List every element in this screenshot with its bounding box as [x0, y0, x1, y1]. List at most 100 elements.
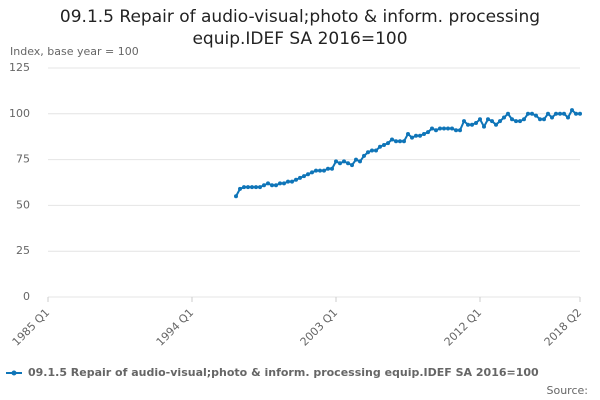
data-point [570, 108, 574, 113]
legend-marker [11, 370, 17, 376]
data-point [538, 117, 542, 122]
data-point [522, 117, 526, 122]
data-point [350, 163, 354, 168]
data-point [510, 117, 514, 122]
data-point [278, 181, 282, 186]
data-point [402, 139, 406, 144]
data-point [290, 179, 294, 184]
data-point [526, 111, 530, 116]
data-point [502, 115, 506, 120]
y-tick-label: 25 [16, 244, 30, 257]
x-tick-label: 1985 Q1 [10, 306, 53, 349]
data-point [434, 128, 438, 133]
data-point [234, 194, 238, 199]
data-point [490, 119, 494, 124]
data-point [302, 174, 306, 179]
data-point [550, 115, 554, 120]
data-point [470, 122, 474, 127]
y-tick-label: 125 [9, 61, 30, 74]
x-tick-label: 2018 Q2 [542, 306, 585, 349]
data-point [322, 168, 326, 173]
data-point [378, 144, 382, 149]
data-point [566, 115, 570, 120]
data-point [462, 119, 466, 124]
data-point [466, 122, 470, 127]
data-point [370, 148, 374, 153]
data-point [346, 161, 350, 166]
data-point [274, 183, 278, 188]
data-point [486, 117, 490, 122]
x-tick-label: 2003 Q1 [298, 306, 341, 349]
data-point [238, 186, 242, 191]
data-point [442, 126, 446, 131]
data-point [562, 111, 566, 116]
data-point [558, 111, 562, 116]
data-point [258, 185, 262, 190]
y-tick-label: 50 [16, 198, 30, 211]
data-point [298, 175, 302, 180]
data-point [246, 185, 250, 190]
data-point [386, 141, 390, 146]
data-point [446, 126, 450, 131]
data-point [398, 139, 402, 144]
data-point [458, 128, 462, 133]
data-point [518, 119, 522, 124]
data-point [282, 181, 286, 186]
data-point [330, 166, 334, 171]
source: Source: [547, 384, 589, 397]
data-point [414, 133, 418, 138]
data-point [454, 128, 458, 133]
data-point [342, 159, 346, 164]
data-point [574, 111, 578, 116]
data-point [242, 185, 246, 190]
data-point [514, 119, 518, 124]
data-point [578, 111, 582, 116]
data-point [366, 150, 370, 155]
data-point [338, 161, 342, 166]
data-point [354, 157, 358, 162]
data-point [250, 185, 254, 190]
data-point [430, 126, 434, 131]
data-point [554, 111, 558, 116]
data-point [294, 177, 298, 182]
data-point [534, 113, 538, 118]
data-point [318, 168, 322, 173]
data-point [494, 122, 498, 127]
data-point [314, 168, 318, 173]
data-point [306, 172, 310, 177]
data-point [438, 126, 442, 131]
data-point [262, 183, 266, 188]
data-point [326, 166, 330, 171]
data-point [310, 170, 314, 175]
data-point [530, 111, 534, 116]
y-tick-label: 100 [9, 107, 30, 120]
data-point [270, 183, 274, 188]
data-point [254, 185, 258, 190]
data-point [478, 117, 482, 122]
data-point [474, 120, 478, 125]
data-point [482, 124, 486, 129]
data-point [362, 153, 366, 158]
data-point [358, 159, 362, 164]
data-point [506, 111, 510, 116]
data-point [498, 119, 502, 124]
y-tick-label: 75 [16, 153, 30, 166]
y-tick-label: 0 [23, 290, 30, 303]
chart-title: 09.1.5 Repair of audio-visual;photo & in… [59, 7, 541, 49]
data-point [390, 137, 394, 142]
x-tick-label: 2012 Q1 [442, 306, 485, 349]
data-point [542, 117, 546, 122]
data-point [546, 111, 550, 116]
data-point [382, 142, 386, 147]
data-point [450, 126, 454, 131]
data-point [406, 131, 410, 136]
data-point [426, 130, 430, 135]
data-point [286, 179, 290, 184]
legend-label: 09.1.5 Repair of audio-visual;photo & in… [28, 366, 539, 379]
data-point [334, 159, 338, 164]
data-point [266, 181, 270, 186]
data-point [394, 139, 398, 144]
data-point [418, 133, 422, 138]
